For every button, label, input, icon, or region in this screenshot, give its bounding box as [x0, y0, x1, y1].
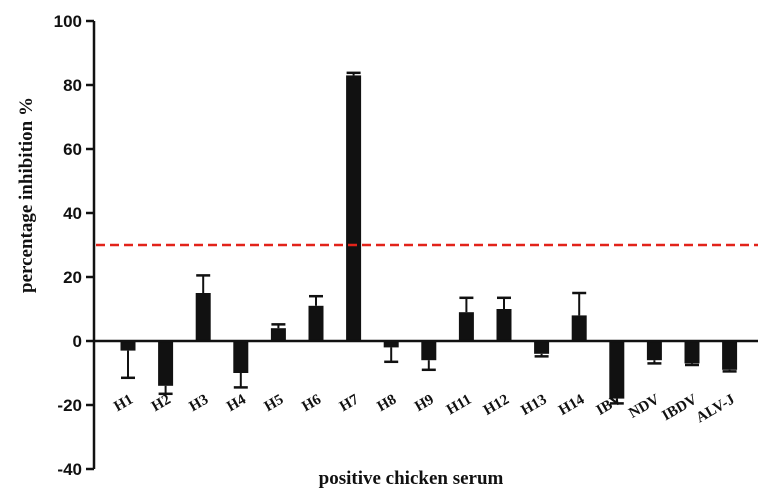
- y-tick-label: 0: [73, 332, 82, 351]
- x-axis-title: positive chicken serum: [319, 468, 504, 489]
- bar: [195, 293, 211, 341]
- bar: [270, 328, 286, 341]
- x-tick-label: H6: [299, 391, 324, 415]
- bar: [571, 315, 587, 341]
- bar: [346, 75, 362, 342]
- y-axis-ticks: -40 -20 0 20 40 60 80 100: [54, 12, 94, 479]
- bar: [233, 341, 249, 373]
- error-bars: [121, 71, 737, 405]
- bar: [722, 341, 738, 370]
- y-tick-label: 100: [54, 12, 82, 31]
- x-tick-label: H7: [337, 391, 362, 415]
- bar: [534, 341, 550, 354]
- x-axis-tick-labels: H1 H2 H3 H4 H5 H6 H7 H8 H9 H11 H12 H13 H14 IBV NDVIBDV…: [111, 391, 738, 426]
- x-tick-label: H11: [444, 392, 474, 419]
- x-tick-label: H5: [262, 392, 287, 415]
- x-tick-label: H12: [481, 392, 512, 419]
- y-tick-label: 80: [63, 76, 82, 95]
- bar: [383, 341, 399, 348]
- x-tick-label: H3: [187, 392, 212, 415]
- bar: [609, 341, 625, 399]
- bar: [684, 341, 700, 364]
- x-tick-label: H1: [111, 392, 136, 415]
- bar: [496, 309, 512, 341]
- x-tick-label: IBDV: [660, 392, 701, 425]
- x-tick-label: H8: [375, 392, 400, 415]
- x-tick-label: ALV-J: [693, 391, 738, 426]
- x-tick-label: NDV: [626, 392, 662, 422]
- bars: [120, 75, 738, 399]
- bar: [308, 305, 324, 341]
- bar: [158, 341, 174, 386]
- x-tick-label: H14: [556, 391, 588, 418]
- y-axis-title: percentage inhibition %: [16, 97, 37, 293]
- x-tick-label: H4: [224, 391, 249, 415]
- y-tick-label: 40: [63, 204, 82, 223]
- bar: [120, 341, 136, 351]
- y-tick-label: 60: [63, 140, 82, 159]
- bar: [421, 341, 437, 361]
- y-tick-label: -40: [57, 460, 82, 479]
- x-tick-label: H9: [412, 392, 437, 415]
- bar: [646, 341, 662, 361]
- x-tick-label: H13: [519, 392, 550, 419]
- y-tick-label: -20: [57, 396, 82, 415]
- x-tick-label: H2: [149, 392, 174, 415]
- bar: [458, 312, 474, 341]
- y-tick-label: 20: [63, 268, 82, 287]
